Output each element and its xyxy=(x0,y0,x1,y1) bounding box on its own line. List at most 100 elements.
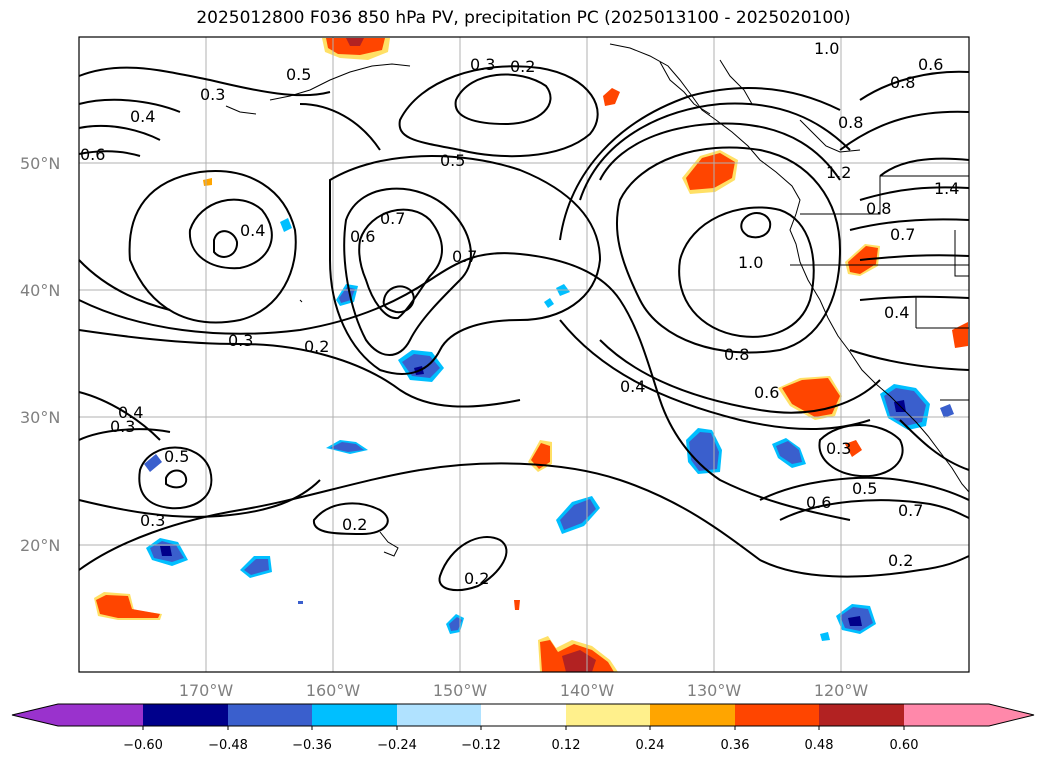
contour-label: 0.8 xyxy=(890,73,915,92)
contour-label: 0.4 xyxy=(620,377,645,396)
colorbar-tick-label: 0.36 xyxy=(721,738,750,753)
contour-label: 0.7 xyxy=(898,501,923,520)
colorbar-segment xyxy=(58,704,143,726)
lat-label: 50°N xyxy=(20,154,60,173)
contour-label: 0.5 xyxy=(286,65,311,84)
colorbar-segment xyxy=(904,704,989,726)
precip-patch-positive xyxy=(96,595,160,618)
contour-label: 1.0 xyxy=(814,39,839,58)
colorbar-segment xyxy=(819,704,904,726)
lat-label: 30°N xyxy=(20,408,60,427)
precip-patch-negative xyxy=(160,546,172,556)
contour-label: 0.4 xyxy=(884,303,909,322)
contour-label: 0.3 xyxy=(470,55,495,74)
contour-label: 0.5 xyxy=(164,447,189,466)
contour-label: 0.6 xyxy=(350,227,375,246)
contour-label: 0.3 xyxy=(200,85,225,104)
precip-patch-negative xyxy=(544,298,554,308)
colorbar-tick-label: 0.24 xyxy=(636,738,665,753)
contour-label: 0.4 xyxy=(118,403,143,422)
contour-label: 0.7 xyxy=(452,247,477,266)
colorbar-tick-label: −0.12 xyxy=(461,738,501,753)
contour-label: 0.7 xyxy=(380,209,405,228)
colorbar-tick-label: −0.36 xyxy=(292,738,332,753)
precip-patch-positive xyxy=(603,88,620,106)
colorbar-extend-low xyxy=(12,704,58,726)
map-frame xyxy=(78,36,970,673)
precip-patch-positive xyxy=(845,440,862,457)
lon-label: 130°W xyxy=(687,681,742,700)
precip-patch-negative xyxy=(820,632,830,641)
lon-label: 170°W xyxy=(179,681,234,700)
contour-label: 0.5 xyxy=(852,479,877,498)
contour-label: 0.6 xyxy=(806,493,831,512)
precip-patch-negative xyxy=(330,442,364,452)
colorbar-segment xyxy=(397,704,481,726)
contour-label: 1.4 xyxy=(934,179,959,198)
contour-label: 0.2 xyxy=(464,569,489,588)
precip-patch-negative xyxy=(280,218,292,232)
contour-label: 0.6 xyxy=(918,55,943,74)
precip-patch-negative xyxy=(449,617,462,631)
colorbar-tick-label: 0.48 xyxy=(805,738,834,753)
longitude-labels: 170°W 160°W 150°W 140°W 130°W 120°W xyxy=(179,681,869,700)
contour-label: 0.3 xyxy=(110,417,135,436)
colorbar-tick-label: −0.48 xyxy=(208,738,248,753)
colorbar-segment xyxy=(143,704,228,726)
precip-patch-positive xyxy=(346,38,364,46)
lon-label: 140°W xyxy=(560,681,615,700)
colorbar-segment xyxy=(481,704,566,726)
contour-label: 0.3 xyxy=(826,439,851,458)
contour-label: 0.7 xyxy=(890,225,915,244)
contour-label: 0.3 xyxy=(228,331,253,350)
colorbar-tick-label: −0.60 xyxy=(123,738,163,753)
contour-label: 0.8 xyxy=(838,113,863,132)
precip-patch-negative xyxy=(940,404,954,418)
precip-patch-positive xyxy=(531,443,550,469)
contour-label: 0.6 xyxy=(754,383,779,402)
colorbar-segment xyxy=(312,704,397,726)
lat-label: 40°N xyxy=(20,281,60,300)
contour-label: 1.0 xyxy=(738,253,763,272)
precip-patch-positive xyxy=(326,38,385,55)
contour-label: 0.6 xyxy=(80,145,105,164)
contour-label: 0.2 xyxy=(510,57,535,76)
map-title: 2025012800 F036 850 hPa PV, precipitatio… xyxy=(196,8,851,28)
precip-patch-positive xyxy=(203,178,212,186)
precip-patch-negative xyxy=(244,559,269,575)
colorbar-tick-label: 0.60 xyxy=(890,738,919,753)
contour-label: 0.8 xyxy=(724,345,749,364)
precip-patch-positive xyxy=(686,153,735,190)
precip-patch-negative xyxy=(298,601,303,604)
colorbar-tick-label: 0.12 xyxy=(552,738,581,753)
lat-label: 20°N xyxy=(20,536,60,555)
lon-label: 120°W xyxy=(814,681,869,700)
contour-label: 0.4 xyxy=(240,221,265,240)
precip-patch-negative xyxy=(848,616,862,626)
precip-patch-negative xyxy=(144,454,162,472)
precip-patch-negative xyxy=(776,441,802,464)
colorbar-tick-label: −0.24 xyxy=(377,738,417,753)
contour-label: 0.5 xyxy=(440,151,465,170)
contour-labels: 1.0 0.8 0.5 0.3 0.2 0.8 0.6 0.3 0.4 0.6 … xyxy=(80,39,959,588)
contour-label: 0.2 xyxy=(342,515,367,534)
contour-label: 0.2 xyxy=(304,337,329,356)
precip-patch-positive xyxy=(952,322,968,348)
lon-label: 160°W xyxy=(306,681,361,700)
coastlines xyxy=(225,43,970,557)
colorbar-outline xyxy=(11,703,1035,727)
contour-label: 1.2 xyxy=(826,163,851,182)
lon-label: 150°W xyxy=(433,681,488,700)
colorbar-segment xyxy=(650,704,735,726)
colorbar-segment xyxy=(566,704,650,726)
precip-patch-positive xyxy=(782,378,840,417)
contour-label: 0.8 xyxy=(866,199,891,218)
contour-label: 0.4 xyxy=(130,107,155,126)
contour-label: 0.3 xyxy=(140,511,165,530)
contour-label: 0.2 xyxy=(888,551,913,570)
colorbar: −0.60 −0.48 −0.36 −0.24 −0.12 0.12 0.24 … xyxy=(11,703,1035,753)
precip-patch-positive xyxy=(514,600,520,610)
colorbar-segment xyxy=(228,704,312,726)
gridlines xyxy=(79,37,969,672)
